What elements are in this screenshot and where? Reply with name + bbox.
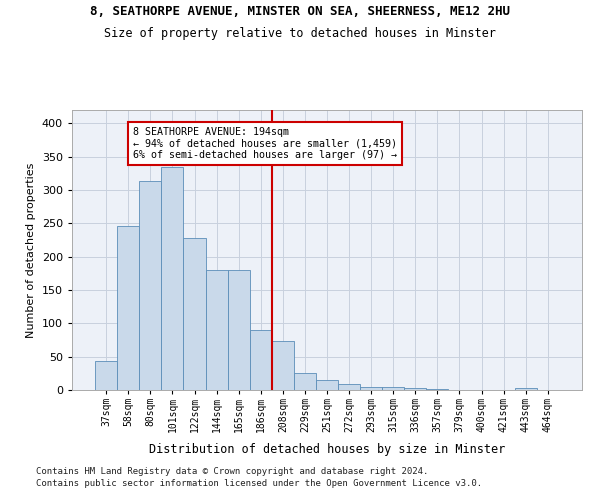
Text: Contains HM Land Registry data © Crown copyright and database right 2024.: Contains HM Land Registry data © Crown c… bbox=[36, 468, 428, 476]
Bar bbox=[161, 168, 184, 390]
Bar bbox=[427, 388, 448, 390]
Bar bbox=[382, 386, 404, 390]
Bar bbox=[95, 360, 117, 390]
Text: Contains public sector information licensed under the Open Government Licence v3: Contains public sector information licen… bbox=[36, 479, 482, 488]
Bar bbox=[360, 386, 382, 390]
Y-axis label: Number of detached properties: Number of detached properties bbox=[26, 162, 36, 338]
Text: 8, SEATHORPE AVENUE, MINSTER ON SEA, SHEERNESS, ME12 2HU: 8, SEATHORPE AVENUE, MINSTER ON SEA, SHE… bbox=[90, 5, 510, 18]
Bar bbox=[338, 384, 360, 390]
Bar bbox=[515, 388, 537, 390]
Bar bbox=[227, 270, 250, 390]
Bar bbox=[250, 330, 272, 390]
Bar bbox=[316, 380, 338, 390]
Text: Distribution of detached houses by size in Minster: Distribution of detached houses by size … bbox=[149, 442, 505, 456]
Bar bbox=[272, 340, 294, 390]
Bar bbox=[139, 182, 161, 390]
Text: 8 SEATHORPE AVENUE: 194sqm
← 94% of detached houses are smaller (1,459)
6% of se: 8 SEATHORPE AVENUE: 194sqm ← 94% of deta… bbox=[133, 126, 397, 160]
Bar bbox=[184, 238, 206, 390]
Bar bbox=[294, 372, 316, 390]
Bar bbox=[117, 226, 139, 390]
Bar bbox=[404, 388, 427, 390]
Bar bbox=[206, 270, 227, 390]
Text: Size of property relative to detached houses in Minster: Size of property relative to detached ho… bbox=[104, 28, 496, 40]
